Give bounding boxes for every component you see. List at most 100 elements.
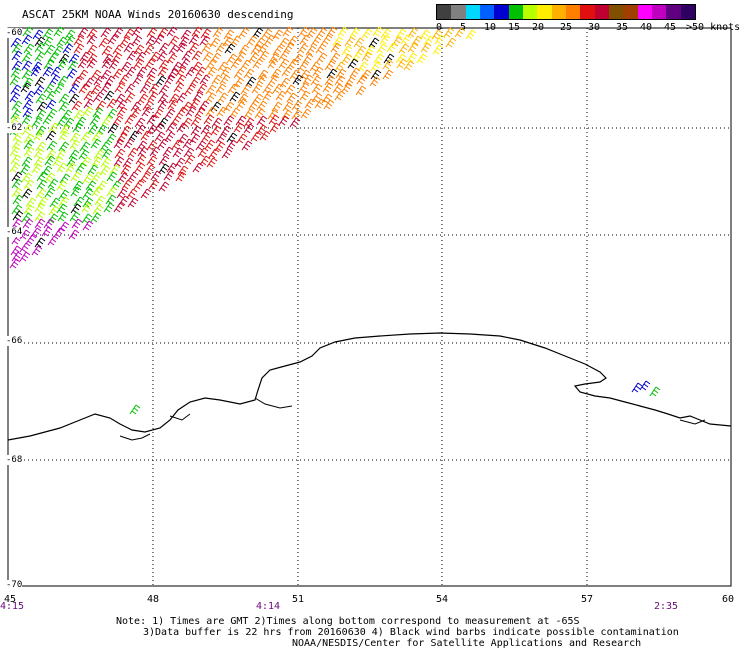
wind-barb [86, 44, 98, 55]
wind-barb [23, 43, 35, 54]
wind-barb [21, 52, 33, 63]
wind-barb [67, 60, 79, 71]
wind-barb [379, 34, 391, 45]
wind-barb [22, 77, 34, 88]
wind-barb [127, 171, 139, 182]
wind-barb [66, 156, 78, 167]
wind-barb [92, 107, 104, 118]
wind-barb [106, 108, 118, 119]
wind-barb [145, 35, 157, 46]
wind-barb [104, 75, 116, 86]
wind-barb [125, 66, 137, 77]
wind-barb [164, 108, 176, 119]
wind-barb [233, 122, 245, 133]
wind-barb [64, 35, 76, 46]
colorbar-segment [451, 5, 466, 19]
wind-barb [22, 124, 34, 135]
wind-barb [112, 115, 124, 126]
wind-barb [45, 99, 57, 110]
wind-barb [46, 108, 58, 119]
wind-barb [185, 106, 197, 117]
wind-barb [34, 202, 46, 213]
wind-barb [20, 82, 32, 93]
wind-barb [135, 154, 147, 165]
wind-barb [236, 98, 248, 109]
wind-barb [42, 114, 54, 125]
wind-barb [184, 154, 196, 165]
wind-barb [58, 53, 70, 64]
wind-barb [223, 29, 235, 40]
wind-barb [33, 148, 45, 159]
wind-barb [118, 195, 130, 206]
wind-barb [30, 227, 42, 238]
wind-barb [35, 109, 47, 120]
wind-barb [256, 115, 268, 126]
wind-barb [158, 42, 170, 53]
wind-barb [106, 171, 118, 182]
wind-barb [158, 163, 170, 174]
wind-barb [114, 93, 126, 104]
wind-barb [170, 115, 182, 126]
wind-barb [220, 66, 232, 77]
wind-barb [431, 29, 443, 40]
wind-barb [229, 91, 241, 102]
wind-barb [100, 157, 112, 168]
wind-barb [322, 82, 334, 93]
wind-barb [46, 140, 58, 151]
wind-barb [123, 138, 135, 149]
wind-barb [224, 43, 236, 54]
wind-barb [250, 44, 262, 55]
wind-barb [77, 69, 89, 80]
wind-barb [24, 90, 36, 101]
wind-barb [306, 27, 318, 38]
wind-barb [82, 173, 94, 184]
wind-barb [153, 122, 165, 133]
wind-barb [71, 76, 83, 87]
wind-barb [302, 74, 314, 85]
wind-barb [631, 382, 643, 393]
wind-barb [106, 98, 118, 109]
wind-barb [57, 75, 69, 86]
wind-barb [101, 148, 113, 159]
latitude-label: -70 [6, 580, 23, 590]
colorbar-segment [580, 5, 595, 19]
wind-barb [361, 51, 373, 62]
wind-barb [78, 83, 90, 94]
wind-barb [119, 36, 131, 47]
wind-barb [79, 51, 91, 62]
wind-barb [157, 117, 169, 128]
wind-barb [157, 99, 169, 110]
wind-barb [23, 133, 35, 144]
wind-barb [268, 53, 280, 64]
wind-barb [416, 53, 428, 64]
wind-barb [398, 43, 410, 54]
wind-barb [11, 187, 23, 198]
wind-barb [71, 100, 83, 111]
wind-barb [100, 82, 112, 93]
wind-barb [123, 28, 135, 39]
wind-barb [9, 258, 21, 269]
wind-barb [31, 117, 43, 128]
wind-barb [127, 147, 139, 158]
wind-barb [58, 130, 70, 141]
wind-barb [150, 170, 162, 181]
wind-barb [233, 77, 245, 88]
wind-barb [324, 60, 336, 71]
wind-barb [120, 125, 132, 136]
wind-barb [156, 51, 168, 62]
wind-barb [45, 90, 57, 101]
wind-barb [176, 106, 188, 117]
wind-barb [310, 75, 322, 86]
wind-barb [196, 83, 208, 94]
latitude-label: -62 [6, 123, 23, 133]
wind-barb [252, 27, 264, 38]
wind-barb [140, 188, 152, 199]
wind-barb [279, 77, 291, 88]
wind-barb [252, 58, 264, 69]
wind-barb [91, 186, 103, 197]
wind-barb [419, 29, 431, 40]
wind-barbs [9, 26, 661, 415]
wind-barb [639, 380, 651, 391]
wind-barb [80, 131, 92, 142]
longitude-label: 51 [291, 594, 305, 605]
